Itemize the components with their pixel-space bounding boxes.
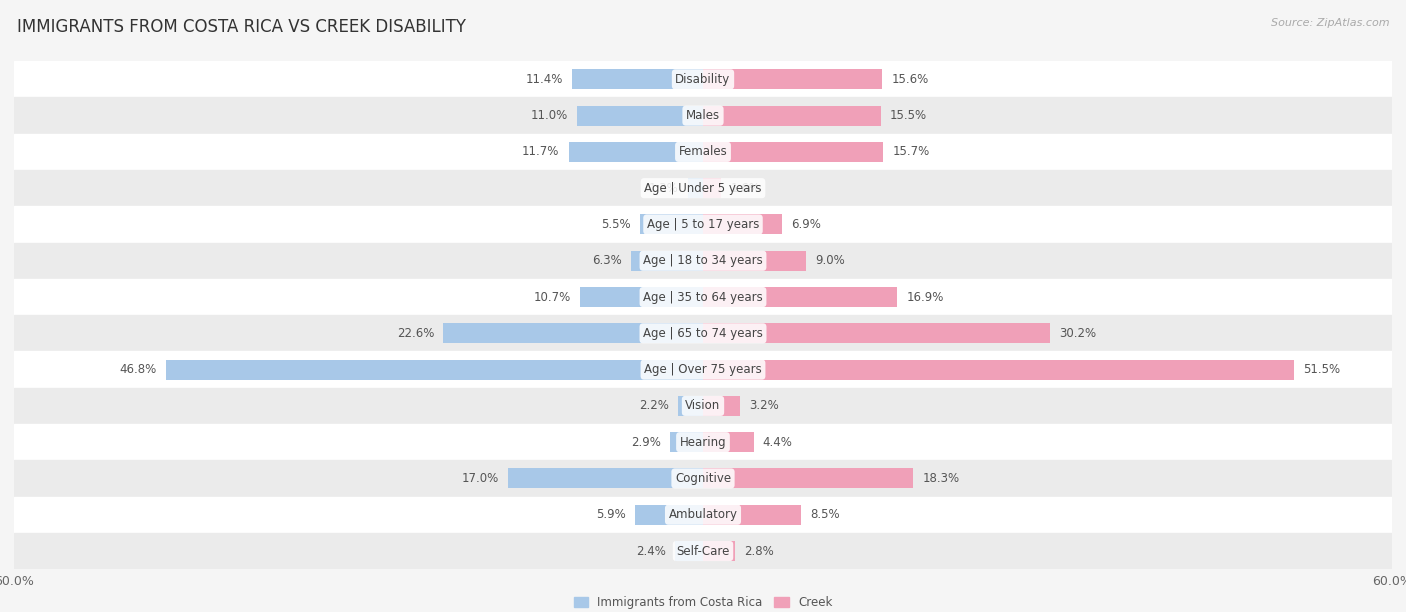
- Text: 2.9%: 2.9%: [631, 436, 661, 449]
- Bar: [14, 206, 1392, 242]
- Text: 22.6%: 22.6%: [396, 327, 434, 340]
- Text: Age | 65 to 74 years: Age | 65 to 74 years: [643, 327, 763, 340]
- Text: 4.4%: 4.4%: [762, 436, 793, 449]
- Bar: [14, 97, 1392, 134]
- Bar: [703, 287, 897, 307]
- Text: 9.0%: 9.0%: [815, 254, 845, 267]
- Text: 11.0%: 11.0%: [530, 109, 568, 122]
- Bar: [703, 69, 882, 89]
- Bar: [703, 396, 740, 416]
- Text: 16.9%: 16.9%: [907, 291, 943, 304]
- Text: 11.7%: 11.7%: [522, 146, 560, 159]
- Bar: [675, 541, 703, 561]
- Bar: [703, 142, 883, 162]
- Bar: [14, 242, 1392, 279]
- Text: 2.2%: 2.2%: [638, 400, 669, 412]
- Bar: [703, 251, 807, 271]
- Legend: Immigrants from Costa Rica, Creek: Immigrants from Costa Rica, Creek: [569, 592, 837, 612]
- Text: Vision: Vision: [685, 400, 721, 412]
- Text: Age | 5 to 17 years: Age | 5 to 17 years: [647, 218, 759, 231]
- Bar: [688, 178, 703, 198]
- Bar: [631, 251, 703, 271]
- Bar: [581, 287, 703, 307]
- Bar: [443, 323, 703, 343]
- Text: 5.9%: 5.9%: [596, 508, 626, 521]
- Bar: [703, 432, 754, 452]
- Bar: [14, 315, 1392, 351]
- Bar: [572, 69, 703, 89]
- Bar: [636, 505, 703, 524]
- Bar: [14, 460, 1392, 496]
- Text: 18.3%: 18.3%: [922, 472, 959, 485]
- Text: 15.5%: 15.5%: [890, 109, 928, 122]
- Bar: [703, 178, 721, 198]
- Text: Ambulatory: Ambulatory: [668, 508, 738, 521]
- Text: Self-Care: Self-Care: [676, 545, 730, 558]
- Text: 3.2%: 3.2%: [749, 400, 779, 412]
- Bar: [703, 323, 1050, 343]
- Text: Hearing: Hearing: [679, 436, 727, 449]
- Text: 11.4%: 11.4%: [526, 73, 562, 86]
- Text: 1.6%: 1.6%: [731, 182, 761, 195]
- Text: Source: ZipAtlas.com: Source: ZipAtlas.com: [1271, 18, 1389, 28]
- Bar: [14, 496, 1392, 533]
- Text: Age | Over 75 years: Age | Over 75 years: [644, 363, 762, 376]
- Text: Males: Males: [686, 109, 720, 122]
- Text: 30.2%: 30.2%: [1059, 327, 1097, 340]
- Bar: [703, 505, 800, 524]
- Text: 17.0%: 17.0%: [461, 472, 499, 485]
- Bar: [678, 396, 703, 416]
- Bar: [576, 106, 703, 125]
- Bar: [508, 468, 703, 488]
- Text: Age | Under 5 years: Age | Under 5 years: [644, 182, 762, 195]
- Text: 5.5%: 5.5%: [600, 218, 631, 231]
- Bar: [14, 533, 1392, 569]
- Text: 46.8%: 46.8%: [120, 363, 156, 376]
- Bar: [14, 170, 1392, 206]
- Bar: [703, 214, 782, 234]
- Bar: [14, 279, 1392, 315]
- Text: 6.9%: 6.9%: [792, 218, 821, 231]
- Text: Age | 18 to 34 years: Age | 18 to 34 years: [643, 254, 763, 267]
- Text: 8.5%: 8.5%: [810, 508, 839, 521]
- Bar: [640, 214, 703, 234]
- Text: 51.5%: 51.5%: [1303, 363, 1341, 376]
- Bar: [14, 61, 1392, 97]
- Text: Cognitive: Cognitive: [675, 472, 731, 485]
- Text: Age | 35 to 64 years: Age | 35 to 64 years: [643, 291, 763, 304]
- Text: 2.8%: 2.8%: [744, 545, 775, 558]
- Text: Disability: Disability: [675, 73, 731, 86]
- Text: 1.3%: 1.3%: [650, 182, 679, 195]
- Bar: [166, 360, 703, 379]
- Bar: [703, 468, 912, 488]
- Text: 15.7%: 15.7%: [893, 146, 929, 159]
- Bar: [669, 432, 703, 452]
- Bar: [703, 541, 735, 561]
- Text: 2.4%: 2.4%: [637, 545, 666, 558]
- Text: Females: Females: [679, 146, 727, 159]
- Bar: [14, 351, 1392, 388]
- Bar: [568, 142, 703, 162]
- Text: 10.7%: 10.7%: [534, 291, 571, 304]
- Bar: [14, 388, 1392, 424]
- Text: 6.3%: 6.3%: [592, 254, 621, 267]
- Bar: [14, 134, 1392, 170]
- Bar: [14, 424, 1392, 460]
- Bar: [703, 106, 882, 125]
- Text: IMMIGRANTS FROM COSTA RICA VS CREEK DISABILITY: IMMIGRANTS FROM COSTA RICA VS CREEK DISA…: [17, 18, 465, 36]
- Bar: [703, 360, 1295, 379]
- Text: 15.6%: 15.6%: [891, 73, 928, 86]
